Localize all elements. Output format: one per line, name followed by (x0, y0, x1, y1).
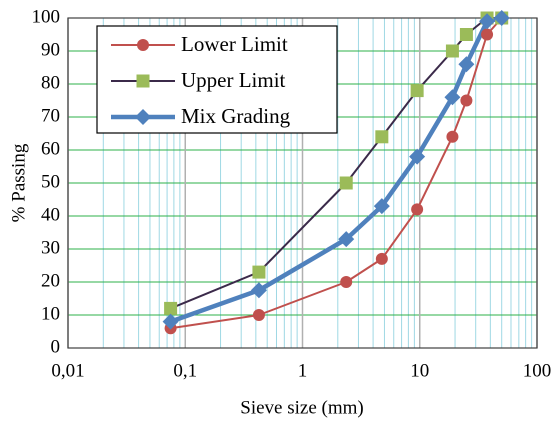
legend-label: Upper Limit (181, 68, 286, 92)
legend-label: Lower Limit (181, 32, 288, 56)
legend-marker (135, 109, 151, 125)
data-point (459, 28, 473, 41)
data-point (445, 44, 459, 58)
data-point (252, 309, 265, 321)
y-tick-label: 30 (41, 237, 60, 258)
data-point (460, 94, 473, 107)
y-tick-label: 10 (41, 303, 60, 324)
data-point (458, 56, 475, 73)
plot-border (67, 17, 538, 349)
data-point (479, 13, 496, 30)
data-point (338, 231, 355, 248)
y-tick-label: 70 (41, 105, 60, 126)
data-point (481, 28, 494, 41)
y-tick-label: 80 (41, 72, 60, 93)
data-point (446, 130, 459, 143)
data-point (410, 84, 424, 98)
data-point (375, 130, 389, 144)
y-axis-label: % Passing (8, 143, 29, 222)
data-point (250, 282, 267, 299)
y-tick-label: 90 (41, 39, 60, 60)
data-point (373, 198, 390, 215)
x-tick-label: 100 (523, 360, 552, 381)
data-point (162, 313, 179, 330)
y-tick-label: 20 (41, 270, 60, 291)
y-tick-label: 50 (41, 171, 60, 192)
legend-marker (137, 39, 149, 51)
data-point (493, 10, 510, 26)
y-tick-label: 100 (32, 6, 61, 27)
x-tick-label: 0,1 (173, 360, 197, 381)
x-axis-label: Sieve size (mm) (240, 397, 363, 418)
data-point (411, 203, 424, 216)
y-tick-label: 40 (41, 204, 60, 225)
y-tick-label: 60 (41, 138, 60, 159)
data-point (409, 148, 426, 165)
x-tick-label: 10 (410, 360, 429, 381)
x-tick-label: 1 (298, 360, 308, 381)
data-point (340, 276, 353, 288)
data-point (375, 252, 388, 265)
data-point (339, 176, 353, 190)
y-tick-label: 0 (51, 336, 61, 357)
legend-label: Mix Grading (181, 104, 291, 128)
data-point (252, 265, 266, 279)
x-tick-label: 0,01 (51, 360, 84, 381)
data-point (164, 301, 178, 315)
legend-marker (136, 74, 150, 88)
data-point (444, 89, 461, 106)
